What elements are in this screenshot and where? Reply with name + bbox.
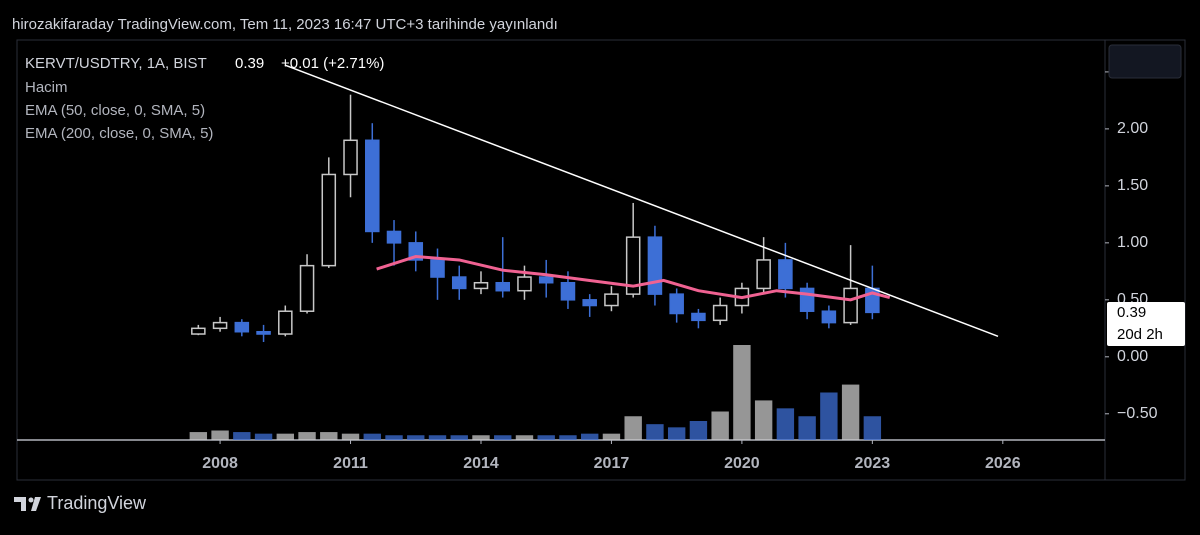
volume-bar: [841, 384, 860, 440]
price-label-value: 0.39: [1117, 304, 1146, 321]
volume-bar: [537, 435, 555, 440]
candle-body: [234, 321, 250, 333]
trendline: [284, 64, 999, 337]
candle-body: [799, 287, 815, 312]
last-price: 0.39: [235, 55, 264, 72]
volume-bar: [189, 432, 208, 440]
indicator: Hacim: [25, 79, 68, 96]
volume-bar: [341, 433, 360, 440]
header: hirozakifaraday TradingView.com, Tem 11,…: [12, 16, 558, 33]
candle-body: [843, 287, 858, 324]
candle-body: [256, 330, 271, 335]
candle-body: [756, 259, 771, 290]
volume-bar: [754, 400, 773, 440]
candle-body: [343, 139, 358, 176]
price-label: 0.39 20d 2h: [1107, 302, 1185, 346]
candle-body: [538, 276, 554, 284]
y-tick-label: 0.00: [1117, 348, 1148, 365]
y-tick-label: 1.50: [1117, 177, 1148, 194]
change: +0.01 (+2.71%): [281, 55, 384, 72]
volume-bar: [450, 435, 468, 440]
symbol: KERVT/USDTRY, 1A, BIST: [25, 55, 207, 72]
volume-bar: [689, 421, 708, 440]
volume-bar: [211, 430, 229, 440]
indicator: EMA (50, close, 0, SMA, 5): [25, 102, 205, 119]
volume-bar: [494, 435, 512, 440]
volume-bar: [624, 416, 642, 440]
volume-bar: [320, 432, 338, 440]
volume-bar: [559, 435, 577, 440]
candle-body: [365, 139, 380, 233]
candle-body: [647, 236, 663, 295]
candle-body: [191, 327, 206, 335]
candle-body: [691, 312, 706, 322]
volume-bar: [233, 432, 251, 440]
candle-body: [278, 310, 293, 335]
candle-body: [582, 299, 597, 307]
candle-body: [473, 281, 489, 290]
candle-body: [604, 293, 619, 307]
x-tick-label: 2014: [463, 455, 499, 472]
indicator: EMA (200, close, 0, SMA, 5): [25, 125, 213, 142]
logo: [14, 497, 41, 511]
countdown: 20d 2h: [1117, 326, 1163, 343]
candle-body: [821, 310, 837, 324]
volume-bar: [254, 433, 273, 440]
x-tick-label: 2017: [594, 455, 630, 472]
x-tick-label: 2023: [855, 455, 891, 472]
candle-body: [451, 276, 467, 290]
volume-bar: [363, 433, 381, 440]
candle-body: [386, 230, 402, 244]
plot: −0.500.000.501.001.502.002.5020082011201…: [189, 63, 1158, 472]
candle-body: [321, 173, 337, 267]
logo-mark: [31, 497, 41, 511]
x-tick-label: 2026: [985, 455, 1021, 472]
y-tick-label: −0.50: [1117, 405, 1158, 422]
logo-mark: [14, 497, 26, 511]
candle-body: [712, 304, 728, 322]
volume-bar: [298, 432, 316, 440]
chart-frame: [16, 39, 1186, 481]
footer: TradingView: [47, 493, 147, 513]
volume-bar: [733, 345, 751, 440]
volume-bar: [820, 392, 838, 440]
candle-body: [778, 259, 793, 290]
volume-bar: [515, 435, 534, 440]
x-tick-label: 2020: [724, 455, 760, 472]
volume-bar: [646, 424, 664, 440]
candle-body: [495, 281, 511, 292]
y-tick-label: 1.00: [1117, 234, 1148, 251]
volume-bar: [407, 435, 425, 440]
logo-mark: [28, 497, 34, 503]
volume-bar: [385, 435, 403, 440]
candle-body: [430, 259, 445, 278]
volume-bar: [667, 427, 686, 440]
volume-bar: [581, 433, 599, 440]
candle-body: [625, 236, 641, 295]
volume-bar: [472, 435, 490, 440]
candle-body: [299, 264, 315, 312]
volume-bar: [428, 435, 447, 440]
volume-bar: [776, 408, 795, 440]
candle-body: [517, 276, 532, 292]
volume-bar: [798, 416, 816, 440]
y-tick-label: 2.00: [1117, 120, 1148, 137]
candle-body: [560, 281, 576, 301]
volume-bar: [863, 416, 882, 440]
volume-bar: [711, 411, 729, 440]
x-tick-label: 2011: [333, 455, 368, 472]
x-tick-label: 2008: [202, 455, 238, 472]
price-label-box: [1107, 302, 1185, 346]
volume-bar: [276, 433, 295, 440]
corner-box: [1108, 44, 1182, 79]
volume-bar: [602, 433, 621, 440]
candle-body: [669, 293, 684, 315]
ema-line: [376, 255, 891, 302]
candle-body: [212, 321, 228, 330]
